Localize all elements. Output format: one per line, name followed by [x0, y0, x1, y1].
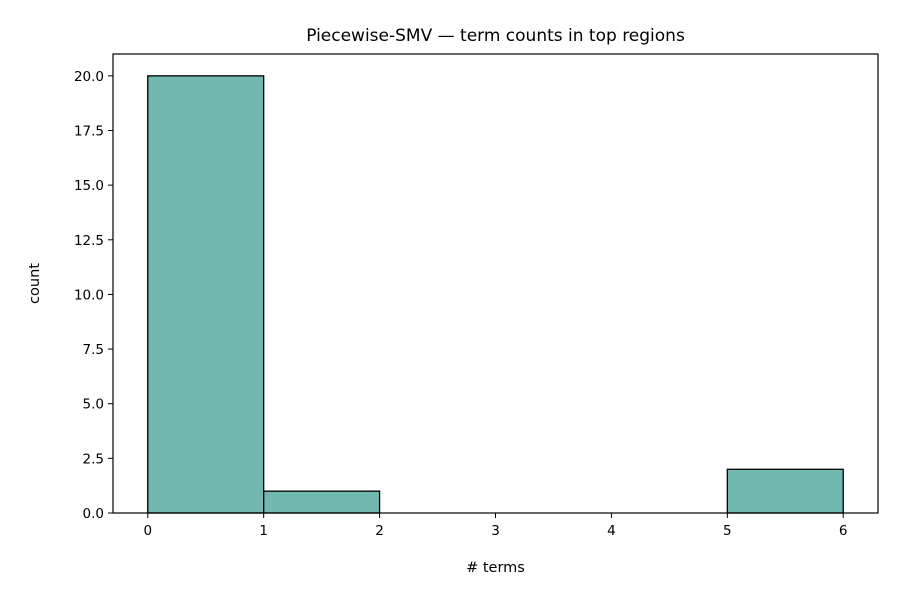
y-tick-label: 12.5 — [74, 233, 104, 249]
x-tick-label: 6 — [839, 523, 848, 539]
bar-5-6 — [726, 468, 844, 514]
y-tick-label: 0.0 — [83, 506, 104, 522]
x-axis-label: # terms — [466, 560, 525, 576]
y-tick-label: 2.5 — [83, 451, 104, 467]
y-tick-label: 5.0 — [83, 397, 104, 413]
bar-1-2 — [263, 490, 381, 514]
y-axis-ticks: 0.0 2.5 5.0 7.5 10.0 12.5 15.0 17.5 20.0 — [74, 69, 113, 522]
x-axis-ticks: 0 1 2 3 4 5 6 — [143, 513, 848, 539]
bars — [147, 75, 844, 514]
x-tick-label: 2 — [375, 523, 384, 539]
y-tick-label: 17.5 — [74, 124, 104, 140]
chart-title: Piecewise-SMV — term counts in top regio… — [306, 26, 685, 46]
y-tick-label: 7.5 — [83, 342, 104, 358]
x-tick-label: 0 — [143, 523, 152, 539]
x-tick-label: 1 — [259, 523, 268, 539]
x-tick-label: 5 — [723, 523, 732, 539]
y-tick-label: 10.0 — [74, 287, 104, 303]
y-axis-label: count — [27, 263, 43, 304]
y-tick-label: 20.0 — [74, 69, 104, 85]
x-tick-label: 4 — [607, 523, 616, 539]
bar-0-1 — [147, 75, 265, 514]
y-tick-label: 15.0 — [74, 178, 104, 194]
x-tick-label: 3 — [491, 523, 500, 539]
